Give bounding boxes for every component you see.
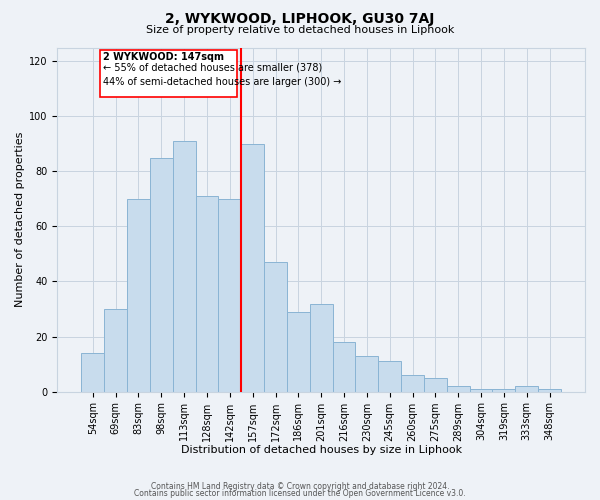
- Y-axis label: Number of detached properties: Number of detached properties: [15, 132, 25, 307]
- Bar: [196, 196, 218, 392]
- Bar: [378, 362, 401, 392]
- Bar: [310, 304, 332, 392]
- X-axis label: Distribution of detached houses by size in Liphook: Distribution of detached houses by size …: [181, 445, 462, 455]
- Bar: [355, 356, 378, 392]
- Bar: [447, 386, 470, 392]
- Bar: [332, 342, 355, 392]
- Text: Size of property relative to detached houses in Liphook: Size of property relative to detached ho…: [146, 25, 454, 35]
- Bar: [493, 389, 515, 392]
- Bar: [287, 312, 310, 392]
- Text: ← 55% of detached houses are smaller (378)
44% of semi-detached houses are large: ← 55% of detached houses are smaller (37…: [103, 62, 341, 86]
- Text: Contains HM Land Registry data © Crown copyright and database right 2024.: Contains HM Land Registry data © Crown c…: [151, 482, 449, 491]
- Bar: [401, 375, 424, 392]
- Bar: [218, 199, 241, 392]
- Bar: [264, 262, 287, 392]
- Text: 2 WYKWOOD: 147sqm: 2 WYKWOOD: 147sqm: [103, 52, 224, 62]
- Bar: [241, 144, 264, 392]
- Bar: [470, 389, 493, 392]
- Bar: [150, 158, 173, 392]
- Bar: [104, 309, 127, 392]
- Bar: [82, 353, 104, 392]
- Bar: [538, 389, 561, 392]
- Bar: [127, 199, 150, 392]
- FancyBboxPatch shape: [100, 50, 236, 97]
- Bar: [424, 378, 447, 392]
- Text: Contains public sector information licensed under the Open Government Licence v3: Contains public sector information licen…: [134, 489, 466, 498]
- Bar: [515, 386, 538, 392]
- Text: 2, WYKWOOD, LIPHOOK, GU30 7AJ: 2, WYKWOOD, LIPHOOK, GU30 7AJ: [166, 12, 434, 26]
- Bar: [173, 141, 196, 392]
